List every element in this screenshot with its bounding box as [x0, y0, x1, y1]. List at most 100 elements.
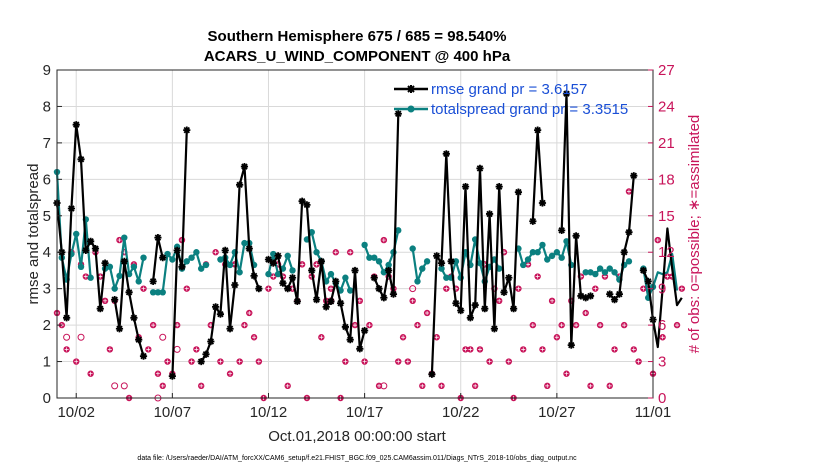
obs-assimilated-marker	[197, 382, 205, 390]
rmse-point	[221, 246, 229, 254]
spread-point	[217, 256, 224, 263]
rmse-point	[240, 162, 249, 171]
obs-star	[641, 286, 646, 291]
spread-point	[601, 269, 609, 276]
obs-star	[588, 383, 593, 388]
obs-assimilated-marker	[539, 346, 546, 353]
obs-assimilated-marker	[106, 346, 114, 353]
obs-assimilated-marker	[596, 321, 604, 329]
spread-point	[582, 269, 589, 276]
rmse-point	[63, 314, 71, 322]
y-tick-label: 3	[43, 281, 51, 298]
spread-point	[169, 256, 176, 263]
obs-star	[598, 323, 603, 328]
spread-point	[592, 270, 599, 278]
rmse-point	[620, 248, 628, 256]
x-tick-label: 10/07	[154, 404, 192, 421]
obs-star	[655, 238, 660, 243]
rmse-series	[53, 90, 683, 380]
obs-star	[444, 286, 449, 291]
spread-point	[495, 265, 503, 272]
obs-assimilated-marker	[270, 273, 277, 280]
obs-star	[473, 383, 478, 388]
rmse-point	[91, 244, 100, 253]
spread-point	[476, 259, 484, 267]
obs-assimilated-marker	[116, 236, 123, 244]
rmse-point	[322, 303, 330, 311]
spread-point	[625, 258, 633, 265]
rmse-point	[572, 232, 580, 240]
obs-assimilated-marker	[404, 358, 412, 365]
spread-point	[87, 274, 94, 281]
right-tick-label: 12	[658, 244, 675, 261]
obs-star	[98, 274, 103, 279]
obs-assimilated-marker	[678, 285, 686, 292]
legend-rmse-label: rmse grand pr = 3.6157	[431, 81, 587, 98]
rmse-point	[457, 306, 465, 315]
rmse-point	[96, 305, 104, 313]
obs-star	[199, 383, 204, 388]
rmse-point	[610, 296, 619, 304]
obs-assimilated-marker	[298, 261, 306, 268]
obs-assimilated-marker	[423, 309, 431, 317]
obs-assimilated-marker	[140, 285, 147, 292]
y-tick-label: 8	[43, 98, 51, 115]
obs-assimilated-marker	[467, 346, 474, 353]
rmse-point	[394, 110, 402, 118]
chart-subtitle: ACARS_U_WIND_COMPONENT @ 400 hPa	[204, 48, 511, 65]
rmse-point	[298, 197, 306, 205]
obs-assimilated-marker	[620, 321, 628, 329]
spread-point	[419, 265, 426, 272]
rmse-point	[149, 277, 157, 285]
rmse-point	[385, 266, 393, 275]
obs-assimilated-marker	[313, 261, 320, 268]
obs-star	[463, 347, 468, 352]
spread-point	[193, 249, 200, 256]
obs-star	[160, 383, 165, 388]
obs-star	[396, 359, 401, 364]
obs-star	[631, 347, 636, 352]
obs-star	[660, 335, 665, 340]
rmse-point	[135, 336, 143, 344]
rmse-point	[82, 246, 90, 254]
obs-star	[218, 359, 223, 364]
obs-assimilated-marker	[544, 382, 551, 390]
spread-point	[563, 238, 570, 245]
obs-assimilated-marker	[553, 334, 561, 341]
obs-star	[252, 335, 257, 340]
data-file-note: data file: /Users/raeder/DAI/ATM_forcXX/…	[137, 455, 577, 462]
chart-title: Southern Hemisphere 675 / 685 = 98.540%	[208, 28, 507, 45]
right-tick-label: 15	[658, 208, 675, 225]
x-axis-label: Oct.01,2018 00:00:00 start	[268, 428, 446, 445]
obs-assimilated-marker	[486, 358, 493, 365]
obs-star	[622, 323, 627, 328]
spread-point	[524, 256, 532, 263]
rmse-point	[216, 310, 225, 318]
obs-assimilated-marker	[414, 321, 421, 329]
obs-assimilated-marker	[399, 334, 407, 341]
right-tick-label: 27	[658, 62, 675, 79]
rmse-point	[534, 126, 542, 134]
obs-star	[319, 335, 324, 340]
obs-assimilated-marker	[226, 370, 234, 377]
plot-frame	[56, 69, 654, 399]
obs-assimilated-marker	[318, 334, 325, 341]
right-tick-label: 9	[658, 281, 666, 298]
obs-star	[348, 250, 353, 255]
obs-star	[559, 323, 564, 328]
obs-assimilated-marker	[640, 285, 647, 292]
obs-assimilated-marker	[284, 382, 291, 390]
obs-star	[540, 347, 545, 352]
obs-star	[353, 323, 357, 328]
obs-assimilated-marker	[351, 321, 359, 329]
rmse-point	[207, 337, 215, 346]
rmse-point	[452, 299, 460, 307]
x-tick-label: 10/02	[57, 404, 95, 421]
obs-star	[434, 335, 439, 340]
obs-star	[213, 250, 218, 255]
obs-star	[477, 347, 482, 352]
obs-assimilated-marker	[664, 273, 671, 280]
rmse-point	[327, 297, 335, 306]
rmse-point	[274, 252, 282, 260]
obs-star	[574, 323, 579, 328]
